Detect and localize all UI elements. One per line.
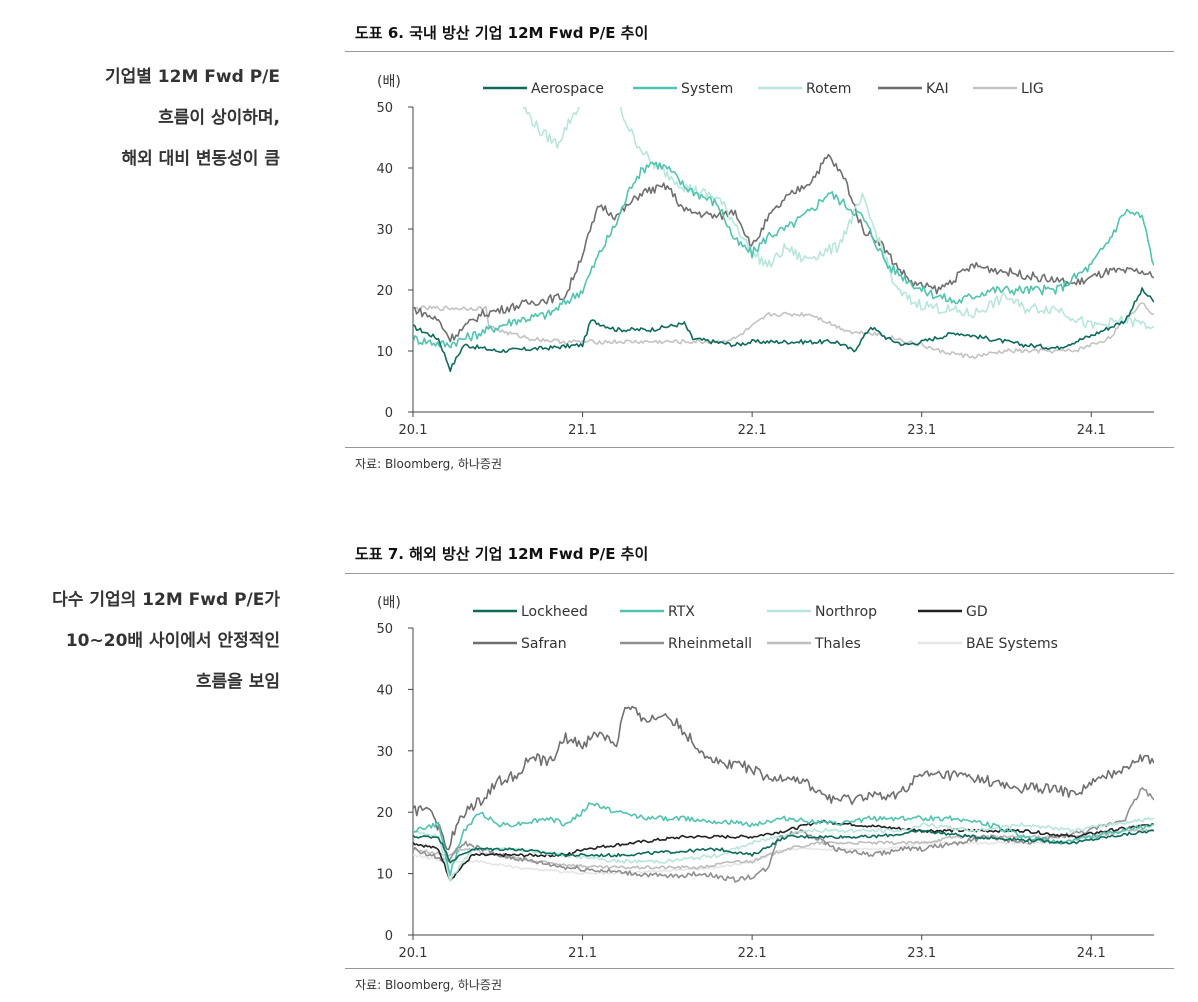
- legend-label: Safran: [521, 636, 567, 652]
- series-line-kai: [413, 153, 1154, 343]
- figure-7-top-rule: [345, 573, 1174, 574]
- series-line-rotem: [522, 107, 1154, 330]
- figure-6-chart: (배) 0 10 20 30 40 50 20.1 21.1 22.1 23.1 24.1 Aerosp…: [345, 60, 1174, 445]
- legend-label: LIG: [1021, 81, 1044, 97]
- legend-label: System: [681, 81, 733, 97]
- legend-label: KAI: [926, 81, 949, 97]
- figure-6-source: 자료: Bloomberg, 하나증권: [355, 457, 503, 471]
- side-note-line: 10~20배 사이에서 안정적인: [65, 631, 280, 651]
- legend-label: Thales: [814, 636, 861, 652]
- x-tick-label: 21.1: [568, 423, 597, 438]
- y-tick-label: 0: [385, 929, 393, 944]
- legend-label: RTX: [668, 604, 695, 620]
- legend-label: Lockheed: [521, 604, 588, 620]
- figure-7-bottom-rule: [345, 968, 1174, 969]
- legend-label: Northrop: [815, 604, 877, 620]
- series-line-system: [413, 161, 1154, 349]
- series-line-gd: [413, 819, 1154, 882]
- y-tick-label: 20: [376, 806, 393, 821]
- y-tick-label: 50: [376, 101, 393, 116]
- y-tick-label: 30: [376, 745, 393, 760]
- series-line-aerospace: [413, 287, 1154, 373]
- series-line-lockheed: [413, 829, 1154, 864]
- plot-area: [413, 107, 1154, 373]
- side-note-line: 흐름을 보임: [195, 672, 280, 692]
- figure-7-title: 도표 7. 해외 방산 기업 12M Fwd P/E 추이: [355, 545, 649, 563]
- side-note-domestic: 기업별 12M Fwd P/E 흐름이 상이하며, 해외 대비 변동성이 큼: [0, 57, 280, 180]
- x-tick-label: 20.1: [399, 423, 428, 438]
- y-tick-label: 20: [376, 284, 393, 299]
- series-line-northrop: [413, 816, 1154, 882]
- figure-7-chart-svg: (배) 0 10 20 30 40 50 20.1 21.1 22.1 23.1 24.1 Lockhe…: [376, 595, 1154, 961]
- y-tick-label: 40: [376, 683, 393, 698]
- side-note-overseas: 다수 기업의 12M Fwd P/E가 10~20배 사이에서 안정적인 흐름을…: [0, 580, 280, 703]
- series-line-safran: [413, 705, 1154, 851]
- series-line-rheinmetall: [413, 787, 1154, 883]
- legend-label: Aerospace: [531, 81, 604, 97]
- x-tick-label: 24.1: [1077, 423, 1106, 438]
- y-tick-label: 10: [376, 868, 393, 883]
- legend-label: BAE Systems: [966, 636, 1058, 652]
- side-note-line: 해외 대비 변동성이 큼: [121, 149, 280, 169]
- series-line-rtx: [413, 802, 1154, 877]
- figure-6-title: 도표 6. 국내 방산 기업 12M Fwd P/E 추이: [355, 24, 649, 42]
- x-tick-label: 21.1: [568, 946, 597, 961]
- y-tick-label: 50: [376, 622, 393, 637]
- x-tick-label: 20.1: [399, 946, 428, 961]
- series-line-lig: [413, 302, 1154, 360]
- figure-7-chart: (배) 0 10 20 30 40 50 20.1 21.1 22.1 23.1 24.1 Lockhe…: [345, 585, 1174, 967]
- side-note-line: 기업별 12M Fwd P/E: [104, 67, 280, 87]
- y-unit-label: (배): [377, 595, 401, 611]
- legend-label: GD: [966, 604, 988, 620]
- side-note-line: 다수 기업의 12M Fwd P/E가: [52, 590, 280, 610]
- legend-label: Rotem: [806, 81, 851, 97]
- x-tick-label: 22.1: [738, 423, 767, 438]
- figure-6-top-rule: [345, 51, 1174, 52]
- x-tick-label: 22.1: [738, 946, 767, 961]
- y-unit-label: (배): [377, 74, 401, 90]
- figure-6-chart-svg: (배) 0 10 20 30 40 50 20.1 21.1 22.1 23.1 24.1 Aerosp…: [376, 74, 1154, 438]
- y-tick-label: 30: [376, 223, 393, 238]
- x-tick-label: 23.1: [907, 946, 936, 961]
- y-tick-label: 10: [376, 345, 393, 360]
- x-tick-label: 23.1: [907, 423, 936, 438]
- x-tick-label: 24.1: [1077, 946, 1106, 961]
- y-tick-label: 40: [376, 162, 393, 177]
- legend-label: Rheinmetall: [668, 636, 752, 652]
- figure-7-source: 자료: Bloomberg, 하나증권: [355, 978, 503, 992]
- figure-6-bottom-rule: [345, 447, 1174, 448]
- plot-area: [413, 705, 1154, 883]
- y-tick-label: 0: [385, 406, 393, 421]
- series-line-thales: [413, 828, 1154, 870]
- side-note-line: 흐름이 상이하며,: [158, 108, 280, 128]
